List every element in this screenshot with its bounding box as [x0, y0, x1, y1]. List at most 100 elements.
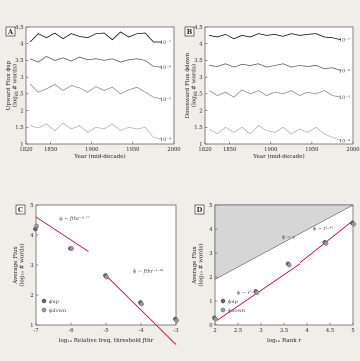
fit-label: ϕ ∼ ƒthr⁻⁰·⁷⁷	[59, 216, 90, 222]
x-axis-label: Year (mid-decade)	[252, 153, 304, 160]
series-line	[30, 122, 162, 140]
x-tick-label: -6	[68, 328, 73, 334]
series-annotation: 10⁻⁷	[339, 38, 350, 44]
y-tick-label: 2.5	[15, 92, 23, 98]
fit-line	[105, 275, 177, 345]
y-tick-label: 5	[209, 203, 212, 209]
x-axis-label: Year (mid-decade)	[73, 153, 125, 160]
y-tick-label: 2	[30, 293, 33, 299]
y-tick-label: 1	[199, 142, 202, 148]
y-axis-label: (log₁₀ # words)	[12, 64, 19, 107]
fit-label: ϕ ∼ r¹·²³	[237, 290, 258, 296]
fit-label: ϕ ∼ ƒthr⁻¹·¹⁶	[133, 269, 164, 275]
y-tick-label: 4.5	[194, 25, 202, 31]
x-tick-label: -5	[103, 328, 108, 334]
data-point	[174, 318, 179, 323]
shaded-region	[214, 204, 354, 280]
y-axis-label: Downward Flux ϕdown	[185, 52, 191, 118]
x-tick-label: 1950	[126, 147, 139, 153]
x-tick-label: 3	[259, 328, 262, 334]
legend-marker	[220, 298, 226, 304]
panel-label: A	[7, 28, 14, 36]
y-axis-label: (log₁₀ # words)	[191, 64, 198, 107]
x-tick-label: 4	[305, 328, 309, 334]
panel-label: B	[187, 28, 193, 36]
panel-label-box	[15, 204, 26, 215]
series-annotation: 10⁻⁴	[160, 137, 171, 143]
x-tick-label: 1820	[198, 147, 211, 153]
data-point	[104, 274, 109, 280]
y-tick-label: 1	[209, 299, 212, 305]
data-point	[286, 262, 292, 268]
y-axis-label: Average Flux	[192, 245, 198, 284]
series-line	[208, 89, 341, 98]
panel-label-box	[184, 26, 195, 37]
y-axis-label: (log₁₀ # words)	[19, 243, 26, 286]
series-line	[208, 125, 341, 142]
x-tick-label: 1850	[44, 147, 57, 153]
fit-label: ϕ ∼ r¹·⁴⁷	[313, 226, 334, 232]
data-point	[34, 223, 39, 229]
panel-label: D	[197, 206, 203, 214]
series-annotation: 10⁻⁶	[160, 65, 171, 71]
y-tick-label: 2	[20, 108, 23, 114]
y-tick-label: 4	[199, 42, 203, 48]
legend-marker	[41, 307, 47, 313]
y-tick-label: 3	[30, 263, 33, 269]
x-tick-label: -4	[138, 328, 144, 334]
y-tick-label: 3.5	[194, 58, 202, 64]
x-tick-label: 1820	[19, 147, 32, 153]
series-line	[209, 63, 341, 71]
data-point	[139, 301, 144, 307]
legend-label: ϕup	[228, 299, 238, 305]
data-point	[213, 316, 218, 322]
y-tick-label: 1	[30, 323, 33, 329]
y-tick-label: 1.5	[15, 125, 23, 131]
series-annotation: 10⁻⁷	[160, 40, 171, 46]
y-tick-label: 3	[209, 251, 212, 257]
y-tick-label: 4.5	[15, 25, 23, 31]
y-tick-label: 3	[20, 75, 23, 81]
legend-label: ϕup	[49, 299, 59, 305]
series-annotation: 10⁻⁵	[339, 95, 350, 101]
plot-frame	[204, 26, 354, 145]
y-tick-label: 2	[199, 108, 202, 114]
x-tick-label: -3	[173, 328, 178, 334]
data-point	[323, 241, 329, 246]
series-line	[29, 55, 162, 68]
y-tick-label: 3.5	[15, 58, 23, 64]
series-annotation: 10⁻⁴	[339, 139, 350, 145]
x-tick-label: 2.5	[234, 328, 242, 334]
legend-label: ϕdown	[228, 308, 246, 314]
x-tick-label: 1850	[223, 147, 236, 153]
x-tick-label: 3.5	[280, 328, 288, 334]
y-tick-label: 4	[30, 233, 34, 239]
y-axis-label: (log₁₀ # words)	[198, 243, 205, 286]
x-tick-label: 4.5	[326, 328, 334, 334]
series-line	[29, 83, 162, 100]
x-tick-label: 2000	[346, 147, 359, 153]
y-tick-label: 5	[30, 203, 33, 209]
x-tick-label: 1900	[85, 147, 98, 153]
series-line	[209, 33, 341, 41]
x-tick-label: 5	[351, 328, 354, 334]
shaded-region-label: ϕ = r	[282, 235, 296, 241]
series-annotation: 10⁻⁶	[339, 68, 350, 74]
plot-frame	[25, 26, 175, 145]
x-tick-label: -7	[33, 328, 38, 334]
legend-marker	[220, 307, 226, 313]
legend-label: ϕdown	[49, 308, 67, 314]
series-annotation: 10⁻⁵	[160, 97, 171, 103]
y-axis-label: Average Flux	[13, 245, 19, 284]
y-tick-label: 2.5	[194, 92, 202, 98]
data-point	[69, 246, 74, 251]
series-line	[29, 31, 162, 43]
fit-line	[35, 216, 89, 252]
data-point	[254, 290, 260, 295]
panel-label: C	[18, 206, 23, 214]
plot-frame	[35, 204, 177, 326]
y-tick-label: 2	[209, 275, 212, 281]
x-tick-label: 1900	[264, 147, 277, 153]
x-tick-label: 2000	[167, 147, 180, 153]
